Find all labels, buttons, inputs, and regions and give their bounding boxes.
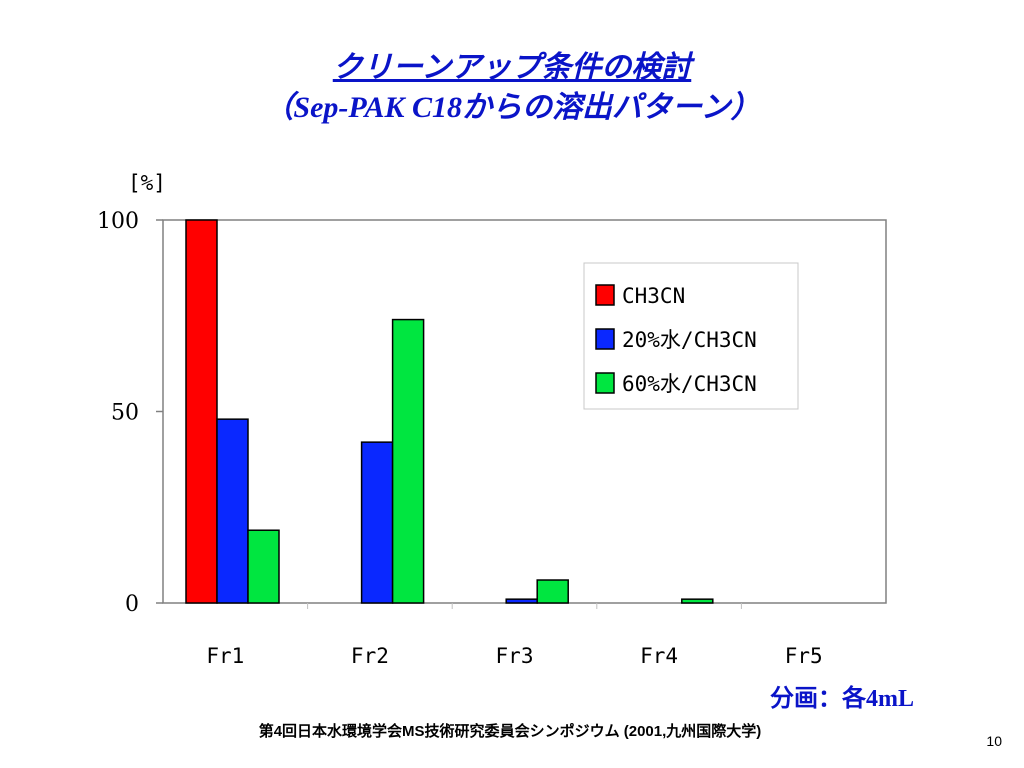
bar-fr3-series-3 [536, 579, 569, 604]
x-tick-label-fr1: Fr1 [206, 644, 244, 668]
legend-swatch-1 [595, 284, 615, 306]
legend-label-2: 20%水/CH3CN [622, 328, 757, 352]
bar-fr1-series-2 [216, 418, 249, 604]
x-tick-label-fr4: Fr4 [640, 644, 678, 668]
y-tick-label: 100 [97, 209, 139, 234]
footer-text: 第4回日本水環境学会MS技術研究委員会シンポジウム (2001,九州国際大学) [258, 723, 762, 740]
slide-title: クリーンアップ条件の検討 （Sep-PAK C18からの溶出パターン） [0, 48, 1024, 128]
bar-fr2-series-2 [360, 441, 394, 604]
legend-box [583, 262, 799, 410]
page-number: 10 [986, 733, 1002, 749]
bar-fr4-series-3 [681, 598, 714, 604]
fraction-note: 分画：各4mL [770, 686, 914, 712]
legend-swatch-3 [595, 372, 615, 394]
x-tick-labels: Fr1 Fr2 Fr3 Fr4 Fr5 [206, 603, 823, 668]
title-line-1: クリーンアップ条件の検討 [332, 51, 692, 84]
bar-chart: [%] 0 50 100 Fr1 Fr2 Fr3 Fr4 Fr5 CH3CN 20%水/CH3… [97, 171, 887, 668]
title-line-2: （Sep-PAK C18からの溶出パターン） [263, 91, 761, 124]
legend-label-1: CH3CN [622, 284, 685, 308]
bars [185, 219, 714, 604]
x-tick-label-fr5: Fr5 [785, 644, 823, 668]
y-tick-label: 0 [125, 592, 139, 617]
bar-fr1-series-1 [185, 219, 218, 604]
bar-fr1-series-3 [247, 529, 280, 604]
legend-label-3: 60%水/CH3CN [622, 372, 757, 396]
bar-fr2-series-3 [391, 318, 425, 604]
x-tick-label-fr2: Fr2 [351, 644, 389, 668]
y-ticks: 0 50 100 [97, 209, 163, 617]
legend-swatch-2 [595, 328, 615, 350]
x-tick-label-fr3: Fr3 [496, 644, 534, 668]
y-tick-label: 50 [111, 401, 139, 426]
y-axis-label: [%] [128, 171, 166, 195]
legend: CH3CN 20%水/CH3CN 60%水/CH3CN [583, 262, 799, 410]
bar-fr3-series-2 [505, 598, 538, 604]
